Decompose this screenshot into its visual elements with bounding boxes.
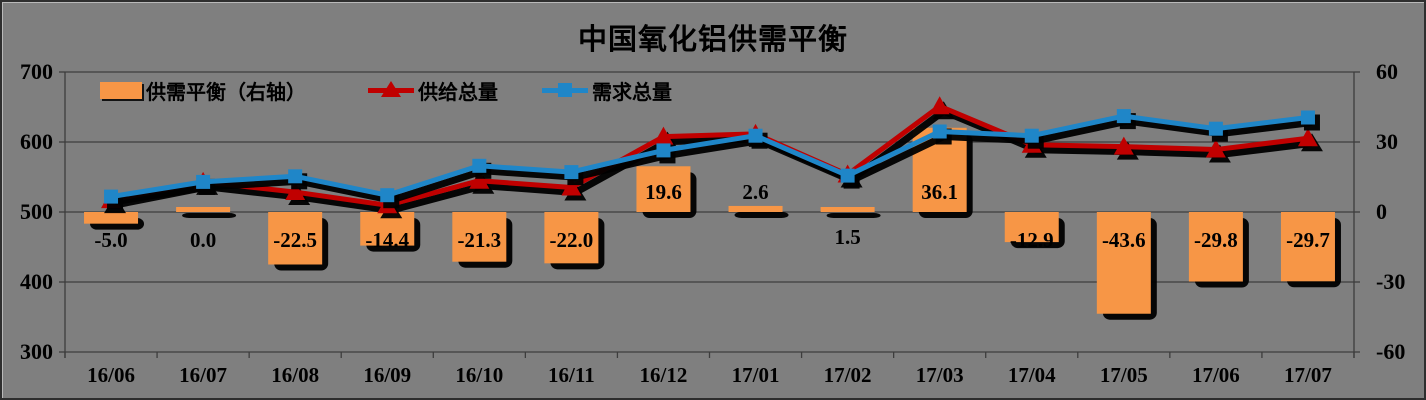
x-axis-label: 16/11 — [548, 363, 595, 387]
legend-item-demand: 需求总量 — [542, 78, 672, 104]
bar-data-label: -22.5 — [273, 228, 317, 252]
bar-data-label: -21.3 — [457, 228, 501, 252]
balance-bar — [728, 205, 783, 212]
x-axis-label: 16/10 — [455, 363, 503, 387]
demand-square-marker — [558, 83, 572, 97]
bar-data-label: -29.8 — [1194, 228, 1238, 252]
demand-marker — [1024, 128, 1039, 143]
demand-marker — [1116, 109, 1131, 124]
x-axis-label: 16/07 — [179, 363, 227, 387]
balance-bar — [84, 212, 139, 224]
supply-marker — [1297, 128, 1318, 147]
demand-line — [110, 113, 1309, 200]
left-axis-tick: 400 — [20, 269, 53, 294]
left-axis-tick: 700 — [20, 59, 53, 84]
demand-marker — [104, 189, 119, 204]
supply-marker — [469, 170, 490, 189]
demand-marker — [288, 169, 303, 184]
supply-line — [110, 103, 1309, 208]
demand-marker — [1300, 110, 1315, 125]
balance-bar — [176, 207, 231, 212]
legend-label: 需求总量 — [592, 81, 672, 104]
bar-data-label: 1.5 — [834, 225, 860, 249]
x-axis-label: 17/06 — [1192, 363, 1240, 387]
bar-data-label: 19.6 — [645, 180, 682, 204]
demand-marker — [196, 174, 211, 189]
right-axis-tick: -30 — [1376, 269, 1405, 294]
triangle-line-icon — [368, 81, 414, 99]
x-axis-label: 17/01 — [732, 363, 780, 387]
demand-marker — [932, 124, 947, 139]
balance-bar — [1004, 212, 1059, 243]
bar-data-label: -43.6 — [1102, 228, 1146, 252]
right-axis-tick: 30 — [1376, 129, 1398, 154]
right-axis-tick: 60 — [1376, 59, 1398, 84]
left-axis-tick: 300 — [20, 339, 53, 364]
balance-bar — [820, 207, 875, 212]
supply-triangle-marker — [381, 81, 401, 97]
x-axis-label: 16/06 — [87, 363, 135, 387]
legend-item-balance: 供需平衡（右轴） — [100, 78, 306, 104]
right-axis-tick: -60 — [1376, 339, 1405, 364]
bar-data-label: 2.6 — [742, 180, 768, 204]
x-axis-label: 17/07 — [1284, 363, 1332, 387]
bar-data-label: 0.0 — [190, 228, 216, 252]
x-axis-label: 17/03 — [916, 363, 964, 387]
demand-marker — [748, 128, 763, 143]
right-axis-tick: 0 — [1376, 199, 1387, 224]
balance-bar — [1188, 212, 1243, 282]
x-axis-label: 16/09 — [363, 363, 411, 387]
x-axis-label: 17/05 — [1100, 363, 1148, 387]
demand-marker — [564, 165, 579, 180]
supply-marker — [653, 126, 674, 145]
bar-data-label: -29.7 — [1286, 228, 1330, 252]
supply-marker — [285, 182, 306, 201]
bar-swatch-icon — [100, 81, 142, 99]
balance-bar — [1096, 212, 1151, 314]
demand-marker — [656, 143, 671, 158]
x-axis-label: 17/04 — [1008, 363, 1056, 387]
legend: 供需平衡（右轴） 供给总量 需求总量 — [2, 78, 1424, 104]
supply-marker — [1113, 136, 1134, 155]
left-axis-tick: 500 — [20, 199, 53, 224]
balance-bar — [1280, 212, 1335, 282]
demand-marker — [1208, 121, 1223, 136]
balance-bar — [544, 212, 599, 264]
bar-data-label: -5.0 — [94, 228, 127, 252]
left-axis-tick: 600 — [20, 129, 53, 154]
x-axis-label: 16/08 — [271, 363, 319, 387]
bar-data-label: -14.4 — [365, 228, 409, 252]
square-line-icon — [542, 81, 588, 99]
chart-title: 中国氧化铝供需平衡 — [577, 24, 848, 56]
balance-bar — [636, 166, 691, 212]
balance-bar — [268, 212, 323, 265]
supply-marker — [929, 96, 950, 115]
bar-data-label: -12.9 — [1010, 228, 1054, 252]
legend-label: 供需平衡（右轴） — [146, 81, 306, 104]
bar-data-label: -22.0 — [550, 228, 594, 252]
supply-marker — [1205, 139, 1226, 158]
demand-marker — [380, 188, 395, 203]
legend-label: 供给总量 — [418, 81, 498, 104]
x-axis-label: 16/12 — [640, 363, 688, 387]
bar-data-label: 36.1 — [921, 180, 958, 204]
legend-item-supply: 供给总量 — [368, 78, 498, 104]
supply-marker — [561, 177, 582, 196]
demand-marker — [840, 168, 855, 183]
demand-marker — [472, 158, 487, 173]
x-axis-label: 17/02 — [824, 363, 872, 387]
balance-bar — [452, 212, 507, 262]
